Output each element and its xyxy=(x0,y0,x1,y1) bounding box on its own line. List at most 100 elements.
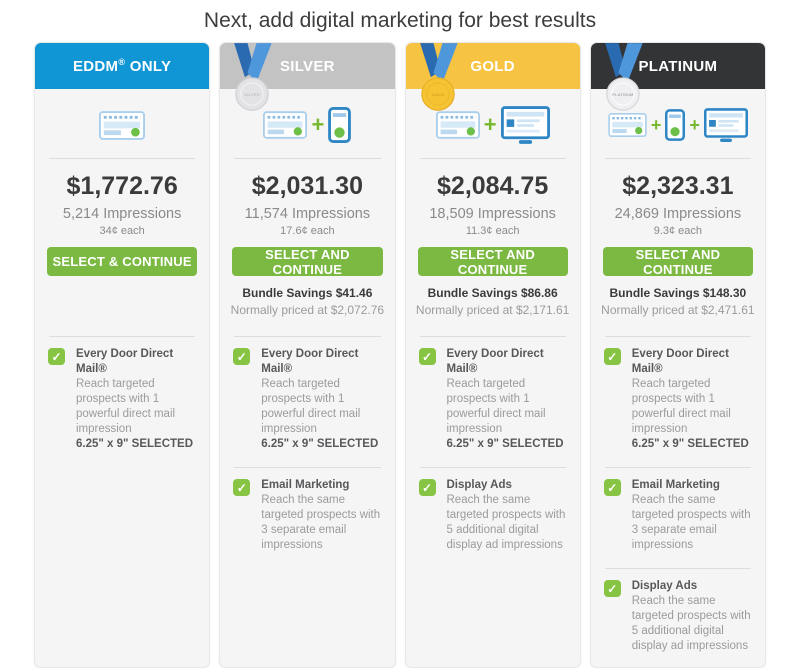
plus-icon: + xyxy=(483,112,497,137)
svg-text:SILVER: SILVER xyxy=(244,92,260,97)
feature-description: Reach the same targeted prospects with 3… xyxy=(631,494,751,551)
select-continue-button[interactable]: SELECT AND CONTINUE xyxy=(417,247,568,277)
divider xyxy=(49,158,196,159)
divider xyxy=(419,467,566,468)
feature-eddm: ✓ Every Door Direct Mail® Reach targeted… xyxy=(406,337,580,457)
feature-title: Every Door Direct Mail® xyxy=(446,348,544,375)
bundle-savings-block xyxy=(35,286,209,326)
postcard-icon xyxy=(99,110,146,140)
feature-text: Every Door Direct Mail® Reach targeted p… xyxy=(261,347,383,452)
feature-description: Reach the same targeted prospects with 5… xyxy=(631,595,751,652)
postcard-icon xyxy=(435,111,480,139)
feature-description: Reach targeted prospects with 1 powerful… xyxy=(446,378,546,435)
feature-description: Reach the same targeted prospects with 5… xyxy=(446,494,566,551)
feature-title: Every Door Direct Mail® xyxy=(261,348,359,375)
divider xyxy=(234,467,381,468)
postcard-icon xyxy=(263,111,308,139)
feature-description: Reach the same targeted prospects with 3… xyxy=(261,494,381,551)
checkbox-checked-icon: ✓ xyxy=(48,348,65,365)
feature-display-ads: ✓ Display Ads Reach the same targeted pr… xyxy=(406,468,580,558)
normally-priced-text: Normally priced at $2,171.61 xyxy=(415,303,570,317)
feature-title: Every Door Direct Mail® xyxy=(76,348,174,375)
feature-text: Display Ads Reach the same targeted pros… xyxy=(447,478,569,553)
divider xyxy=(604,568,751,569)
divider xyxy=(419,158,566,159)
price: $2,031.30 xyxy=(251,172,363,200)
card-header-label: SILVER xyxy=(279,58,335,75)
bundle-savings-text: Bundle Savings $41.46 xyxy=(242,286,373,300)
card-body: $1,772.76 5,214 Impressions 34¢ each SEL… xyxy=(35,89,209,667)
bundle-savings-block: Bundle Savings $41.46 Normally priced at… xyxy=(220,286,394,326)
feature-email-marketing: ✓ Email Marketing Reach the same targete… xyxy=(591,468,765,558)
checkbox-checked-icon: ✓ xyxy=(603,479,621,496)
feature-eddm: ✓ Every Door Direct Mail® Reach targeted… xyxy=(220,337,394,457)
unit-price: 11.3¢ each xyxy=(465,225,520,237)
feature-selected-size: 6.25" x 9" SELECTED xyxy=(446,438,564,450)
checkbox-checked-icon: ✓ xyxy=(233,479,251,496)
card-header-eddm-only: EDDM® ONLY xyxy=(35,43,210,89)
features-list: ✓ Every Door Direct Mail® Reach targeted… xyxy=(220,326,394,566)
unit-price: 34¢ each xyxy=(99,225,145,237)
feature-email-marketing: ✓ Email Marketing Reach the same targete… xyxy=(220,468,394,558)
feature-text: Every Door Direct Mail® Reach targeted p… xyxy=(76,347,198,452)
feature-text: Email Marketing Reach the same targeted … xyxy=(632,478,754,553)
feature-text: Every Door Direct Mail® Reach targeted p… xyxy=(632,347,754,452)
display-icon xyxy=(500,105,550,144)
gold-medal-icon: GOLD xyxy=(419,43,458,111)
product-icons: + + xyxy=(591,102,765,148)
feature-title: Every Door Direct Mail® xyxy=(631,348,729,375)
plus-icon: + xyxy=(689,115,700,135)
divider xyxy=(234,336,381,337)
feature-eddm: ✓ Every Door Direct Mail® Reach targeted… xyxy=(591,337,765,457)
bundle-savings-block: Bundle Savings $148.30 Normally priced a… xyxy=(591,286,765,326)
features-list: ✓ Every Door Direct Mail® Reach targeted… xyxy=(406,326,580,566)
pricing-card-gold: GOLD GOLD + xyxy=(404,42,581,668)
price: $2,323.31 xyxy=(622,172,734,200)
feature-selected-size: 6.25" x 9" SELECTED xyxy=(631,438,749,450)
select-continue-button[interactable]: SELECT AND CONTINUE xyxy=(602,247,753,277)
divider xyxy=(604,158,751,159)
normally-priced-text: Normally priced at $2,072.76 xyxy=(230,303,385,317)
divider xyxy=(234,158,381,159)
phone-icon xyxy=(665,109,686,141)
checkbox-checked-icon: ✓ xyxy=(418,348,436,365)
normally-priced-text: Normally priced at $2,471.61 xyxy=(601,303,755,317)
display-icon xyxy=(703,107,748,142)
feature-title: Display Ads xyxy=(631,580,698,592)
unit-price: 9.3¢ each xyxy=(653,225,703,237)
silver-medal-icon: SILVER xyxy=(234,43,272,111)
card-header-platinum: PLATINUM PLATINUM xyxy=(590,43,765,111)
select-continue-button[interactable]: SELECT & CONTINUE xyxy=(47,247,198,276)
page-title: Next, add digital marketing for best res… xyxy=(203,9,597,32)
impressions-count: 24,869 Impressions xyxy=(614,206,742,222)
select-continue-button[interactable]: SELECT AND CONTINUE xyxy=(232,247,383,277)
feature-text: Email Marketing Reach the same targeted … xyxy=(261,478,383,553)
feature-title: Display Ads xyxy=(446,479,512,491)
impressions-count: 11,574 Impressions xyxy=(244,206,371,222)
divider xyxy=(604,467,751,468)
pricing-card-platinum: PLATINUM PLATINUM + + xyxy=(589,42,766,668)
features-list: ✓ Every Door Direct Mail® Reach targeted… xyxy=(591,326,765,667)
feature-eddm: ✓ Every Door Direct Mail® Reach targeted… xyxy=(35,337,209,457)
impressions-count: 5,214 Impressions xyxy=(62,206,182,222)
pricing-card-eddm-only: EDDM® ONLY $1,772.76 5,214 Impressions 3… xyxy=(34,42,211,668)
svg-text:PLATINUM: PLATINUM xyxy=(612,93,633,97)
divider xyxy=(604,336,751,337)
card-header-label: EDDM® ONLY xyxy=(72,57,172,75)
plus-icon: + xyxy=(311,112,325,137)
card-body: + $2,031.30 11,574 Impressions 17.6¢ eac… xyxy=(220,89,394,667)
feature-selected-size: 6.25" x 9" SELECTED xyxy=(76,438,194,450)
divider xyxy=(49,336,196,337)
platinum-medal-icon: PLATINUM xyxy=(604,43,643,111)
card-body: + $2,084.75 18,509 Impressions 11.3¢ eac… xyxy=(406,89,580,667)
divider xyxy=(419,336,566,337)
postcard-icon xyxy=(608,113,647,137)
features-list: ✓ Every Door Direct Mail® Reach targeted… xyxy=(35,326,209,465)
card-body: + + $2,323.31 24,869 xyxy=(591,89,765,667)
phone-icon xyxy=(328,107,352,143)
pricing-card-silver: SILVER SILVER + $2 xyxy=(219,42,396,668)
feature-title: Email Marketing xyxy=(631,479,720,491)
product-icons: + xyxy=(406,102,580,148)
feature-description: Reach targeted prospects with 1 powerful… xyxy=(76,378,176,435)
card-header-silver: SILVER SILVER xyxy=(220,43,395,111)
